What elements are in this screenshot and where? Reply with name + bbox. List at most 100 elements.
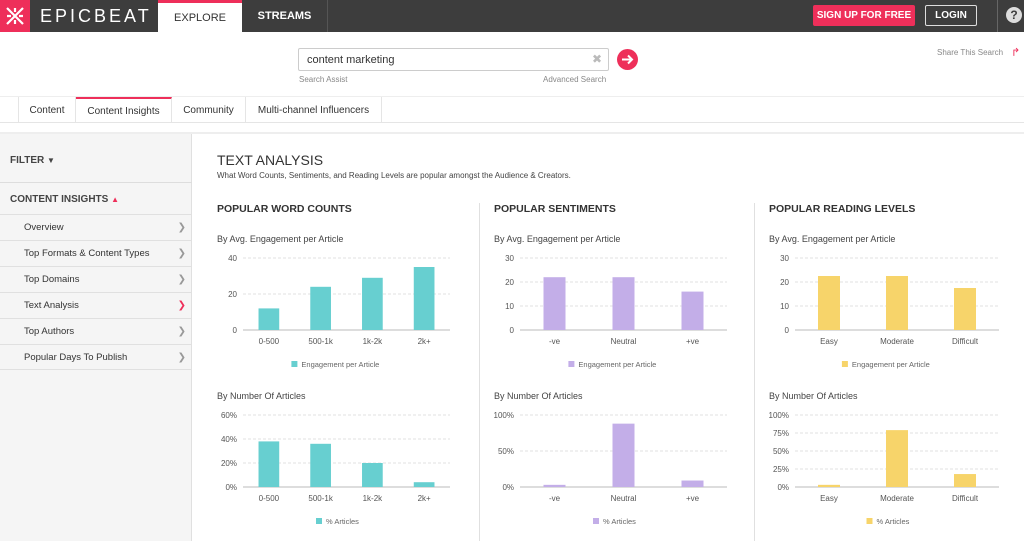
legend-swatch <box>316 518 322 524</box>
filter-label: FILTER <box>10 155 45 166</box>
sidebar-item-label: Top Domains <box>24 274 80 285</box>
bar <box>362 463 383 487</box>
bar <box>543 484 566 487</box>
y-tick-label: 10 <box>780 302 789 311</box>
brand-name[interactable]: EPICBEAT <box>40 6 152 26</box>
word-count-articles-chart: 0% 20% 40% 60% 0-500 500-1k 1k-2k 2k+ % Articles <box>221 411 450 526</box>
x-tick-label: Difficult <box>952 337 979 346</box>
sidebar-item-top-authors[interactable]: Top Authors ❯ <box>0 318 192 344</box>
bar <box>954 288 976 330</box>
tab-content[interactable]: Content <box>18 97 76 123</box>
legend-label: % Articles <box>877 517 910 526</box>
reading-level-articles-chart: 0% 25% 50% 75% 100% Easy Moderate Difficult % Ar… <box>769 411 999 526</box>
section-title-reading-levels: POPULAR READING LEVELS <box>769 203 916 215</box>
login-button[interactable]: LOGIN <box>925 5 977 26</box>
y-tick-label: 30 <box>505 254 514 263</box>
bar <box>954 474 976 487</box>
top-bar: EPICBEAT EXPLORE STREAMS SIGN UP FOR FRE… <box>0 0 1024 32</box>
legend-label: % Articles <box>603 517 636 526</box>
search-assist-link[interactable]: Search Assist <box>299 75 348 84</box>
bar <box>543 277 566 330</box>
y-tick-label: 0% <box>502 483 514 492</box>
nav-streams-tab[interactable]: STREAMS <box>242 0 328 32</box>
logo-icon[interactable] <box>0 0 30 32</box>
word-count-engagement-chart: 0 20 40 0-500 500-1k 1k-2k 2k+ Engagement per A… <box>228 254 450 369</box>
divider <box>0 182 192 183</box>
sidebar-item-overview[interactable]: Overview ❯ <box>0 214 192 240</box>
sentiment-articles-chart: 0% 50% 100% -ve Neutral +ve % Articles <box>494 411 727 526</box>
legend-swatch <box>291 361 298 367</box>
legend-swatch <box>568 361 575 367</box>
y-tick-label: 0% <box>225 483 237 492</box>
sidebar-item-top-domains[interactable]: Top Domains ❯ <box>0 266 192 292</box>
x-tick-label: Neutral <box>611 494 637 503</box>
tab-content-insights[interactable]: Content Insights <box>76 97 172 123</box>
sidebar-item-popular-days[interactable]: Popular Days To Publish ❯ <box>0 344 192 370</box>
legend-label: % Articles <box>326 517 359 526</box>
chevron-right-icon: ❯ <box>177 300 186 311</box>
bar <box>681 480 704 487</box>
chevron-right-icon: ❯ <box>177 222 186 233</box>
content-insights-toggle[interactable]: CONTENT INSIGHTS ▲ <box>10 194 119 205</box>
x-tick-label: 0-500 <box>259 337 280 346</box>
bar <box>612 277 635 330</box>
y-tick-label: 20 <box>780 278 789 287</box>
x-tick-label: 500-1k <box>308 494 333 503</box>
tab-community[interactable]: Community <box>172 97 246 123</box>
legend-swatch <box>866 518 873 524</box>
chevron-right-icon: ❯ <box>177 326 186 337</box>
y-tick-label: 20% <box>221 459 237 468</box>
column-divider <box>754 203 755 541</box>
y-tick-label: 0 <box>785 326 790 335</box>
y-tick-label: 0% <box>777 483 789 492</box>
tab-multichannel-influencers[interactable]: Multi-channel Influencers <box>246 97 382 123</box>
search-submit-button[interactable] <box>617 49 638 70</box>
x-tick-label: Difficult <box>952 494 979 503</box>
sidebar-item-label: Popular Days To Publish <box>24 351 128 363</box>
sentiment-engagement-chart: 0 10 20 30 -ve Neutral +ve Engagement per Artic… <box>505 254 727 369</box>
x-tick-label: Moderate <box>880 494 914 503</box>
chevron-right-icon: ❯ <box>177 248 186 259</box>
x-tick-label: Neutral <box>611 337 637 346</box>
bar <box>886 430 908 487</box>
share-search-link[interactable]: Share This Search <box>937 48 1004 57</box>
section-title-word-counts: POPULAR WORD COUNTS <box>217 203 352 215</box>
bar <box>258 441 280 487</box>
bar <box>413 482 435 487</box>
x-tick-label: 1k-2k <box>363 494 384 503</box>
bar <box>818 276 840 330</box>
bar <box>886 276 908 330</box>
nav-explore-tab[interactable]: EXPLORE <box>158 0 242 32</box>
y-tick-label: 30 <box>780 254 789 263</box>
y-tick-label: 60% <box>221 411 237 420</box>
bar <box>310 286 331 330</box>
sidebar: FILTER ▼ CONTENT INSIGHTS ▲ Overview ❯ To… <box>0 134 192 541</box>
legend-swatch <box>841 361 848 367</box>
chart-label-engagement: By Avg. Engagement per Article <box>494 234 621 244</box>
caret-up-icon: ▲ <box>111 195 120 204</box>
sidebar-item-top-formats[interactable]: Top Formats & Content Types ❯ <box>0 240 192 266</box>
x-tick-label: Moderate <box>880 337 914 346</box>
filter-toggle[interactable]: FILTER ▼ <box>10 155 55 166</box>
signup-button[interactable]: SIGN UP FOR FREE <box>813 5 915 26</box>
y-tick-label: 100% <box>769 411 789 420</box>
x-tick-label: 1k-2k <box>363 337 384 346</box>
advanced-search-link[interactable]: Advanced Search <box>543 75 607 84</box>
x-tick-label: Easy <box>820 337 838 346</box>
reading-level-engagement-chart: 0 10 20 30 Easy Moderate Difficult Engagement p… <box>780 254 999 369</box>
chevron-right-icon: ❯ <box>177 274 186 285</box>
x-tick-label: 2k+ <box>418 494 431 503</box>
share-icon[interactable]: ↱ <box>1011 47 1021 59</box>
section-title-sentiments: POPULAR SENTIMENTS <box>494 203 616 215</box>
bar <box>413 267 435 330</box>
search-input[interactable]: content marketing ✖ <box>298 48 609 71</box>
clear-icon[interactable]: ✖ <box>591 52 602 66</box>
sidebar-item-text-analysis[interactable]: Text Analysis ❯ <box>0 292 192 318</box>
bar <box>258 308 280 330</box>
caret-down-icon: ▼ <box>47 156 55 165</box>
bar <box>681 291 704 330</box>
chart-label-articles: By Number Of Articles <box>494 391 583 401</box>
bar <box>612 423 635 487</box>
column-divider <box>479 203 480 541</box>
help-icon[interactable]: ? <box>1006 7 1022 23</box>
